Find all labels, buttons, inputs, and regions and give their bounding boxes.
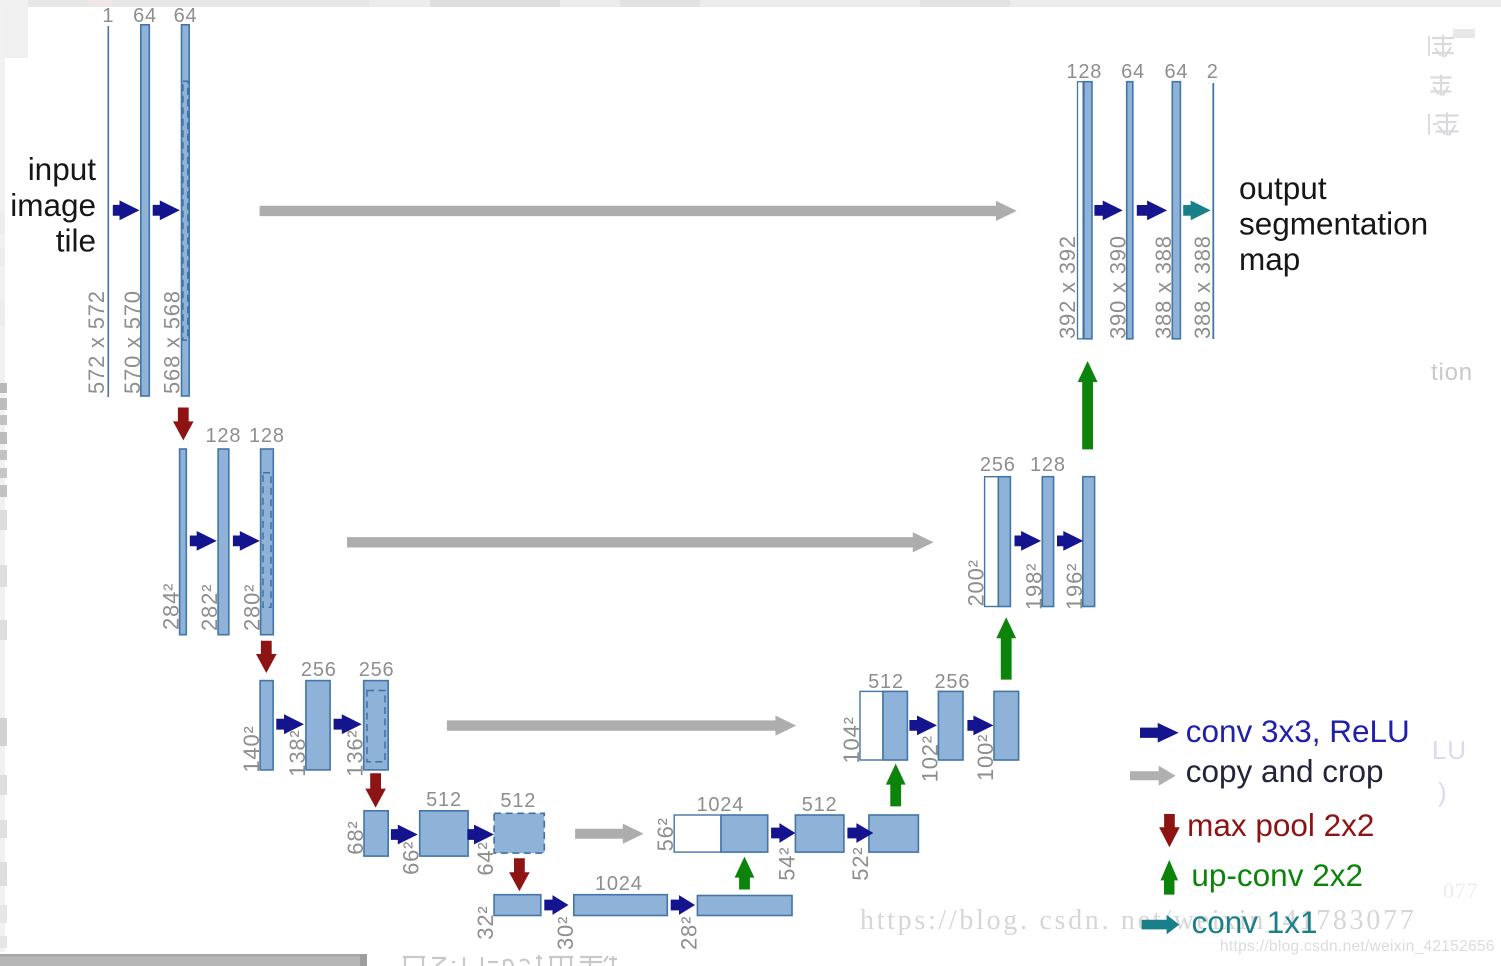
svg-text:512: 512: [802, 794, 838, 816]
svg-text:image: image: [10, 187, 96, 223]
svg-text:input: input: [28, 151, 97, 187]
svg-text:66²: 66²: [399, 841, 424, 875]
svg-text:512: 512: [868, 671, 904, 693]
svg-text:conv 1x1: conv 1x1: [1192, 904, 1318, 940]
svg-text:map: map: [1239, 241, 1300, 277]
svg-text:390 x 390: 390 x 390: [1106, 235, 1131, 339]
svg-text:tion: tion: [1431, 359, 1473, 386]
svg-text:284²: 284²: [159, 583, 184, 630]
svg-text:256: 256: [935, 671, 971, 693]
svg-text:388 x 388: 388 x 388: [1151, 235, 1176, 339]
svg-text:64: 64: [133, 5, 157, 27]
svg-text:256: 256: [359, 659, 395, 681]
svg-text:56²: 56²: [653, 817, 678, 851]
svg-text:64: 64: [1164, 61, 1188, 83]
svg-text:https://blog. csdn. net/weixin: https://blog. csdn. net/weixin_41783077: [860, 905, 1416, 936]
svg-text:570 x 570: 570 x 570: [120, 290, 145, 394]
svg-text:140²: 140²: [239, 725, 264, 772]
svg-text:1024: 1024: [595, 873, 643, 895]
svg-text:64: 64: [1121, 61, 1145, 83]
svg-text:68²: 68²: [343, 820, 368, 854]
svg-text:136²: 136²: [343, 729, 368, 776]
svg-text:280²: 280²: [240, 584, 265, 631]
svg-text:102²: 102²: [917, 735, 942, 782]
svg-text:52²: 52²: [848, 847, 873, 881]
svg-text:max pool 2x2: max pool 2x2: [1187, 807, 1374, 843]
svg-text:): ): [1438, 777, 1447, 807]
svg-text:256: 256: [980, 454, 1016, 476]
svg-text:tile: tile: [56, 223, 96, 259]
svg-text:392 x 392: 392 x 392: [1055, 235, 1080, 339]
svg-text:198²: 198²: [1021, 563, 1046, 610]
svg-text:1024: 1024: [696, 794, 744, 816]
svg-text:64: 64: [174, 5, 198, 27]
svg-text:segmentation: segmentation: [1239, 206, 1428, 242]
svg-text:2: 2: [1207, 61, 1219, 83]
svg-text:282²: 282²: [197, 584, 222, 631]
svg-text:30²: 30²: [553, 916, 578, 950]
svg-text:output: output: [1239, 170, 1327, 206]
svg-text:138²: 138²: [285, 729, 310, 776]
svg-text:077: 077: [1443, 878, 1478, 903]
svg-text:1: 1: [102, 5, 114, 27]
svg-text:54²: 54²: [774, 847, 799, 881]
svg-text:256: 256: [301, 659, 337, 681]
svg-text:conv 3x3, ReLU: conv 3x3, ReLU: [1186, 713, 1410, 749]
svg-text:128: 128: [206, 425, 242, 447]
svg-text:https://blog.csdn.net/weixin_4: https://blog.csdn.net/weixin_42152656: [1220, 938, 1495, 955]
svg-text:up-conv 2x2: up-conv 2x2: [1191, 857, 1363, 893]
svg-text:196²: 196²: [1062, 563, 1087, 610]
svg-text:512: 512: [500, 790, 536, 812]
svg-text:LU: LU: [1432, 735, 1467, 765]
svg-text:128: 128: [1030, 454, 1066, 476]
svg-text:128: 128: [249, 425, 285, 447]
svg-text:copy and crop: copy and crop: [1186, 753, 1384, 789]
svg-text:100²: 100²: [973, 734, 998, 781]
svg-text:104²: 104²: [839, 716, 864, 763]
svg-text:200²: 200²: [964, 559, 989, 606]
svg-text:512: 512: [426, 789, 462, 811]
svg-text:128: 128: [1066, 61, 1102, 83]
svg-text:28²: 28²: [676, 916, 701, 950]
svg-text:64²: 64²: [473, 841, 498, 875]
svg-text:32²: 32²: [473, 905, 498, 939]
svg-text:568 x 568: 568 x 568: [160, 290, 185, 394]
svg-text:388 x 388: 388 x 388: [1190, 235, 1215, 339]
svg-text:572 x 572: 572 x 572: [84, 290, 109, 394]
